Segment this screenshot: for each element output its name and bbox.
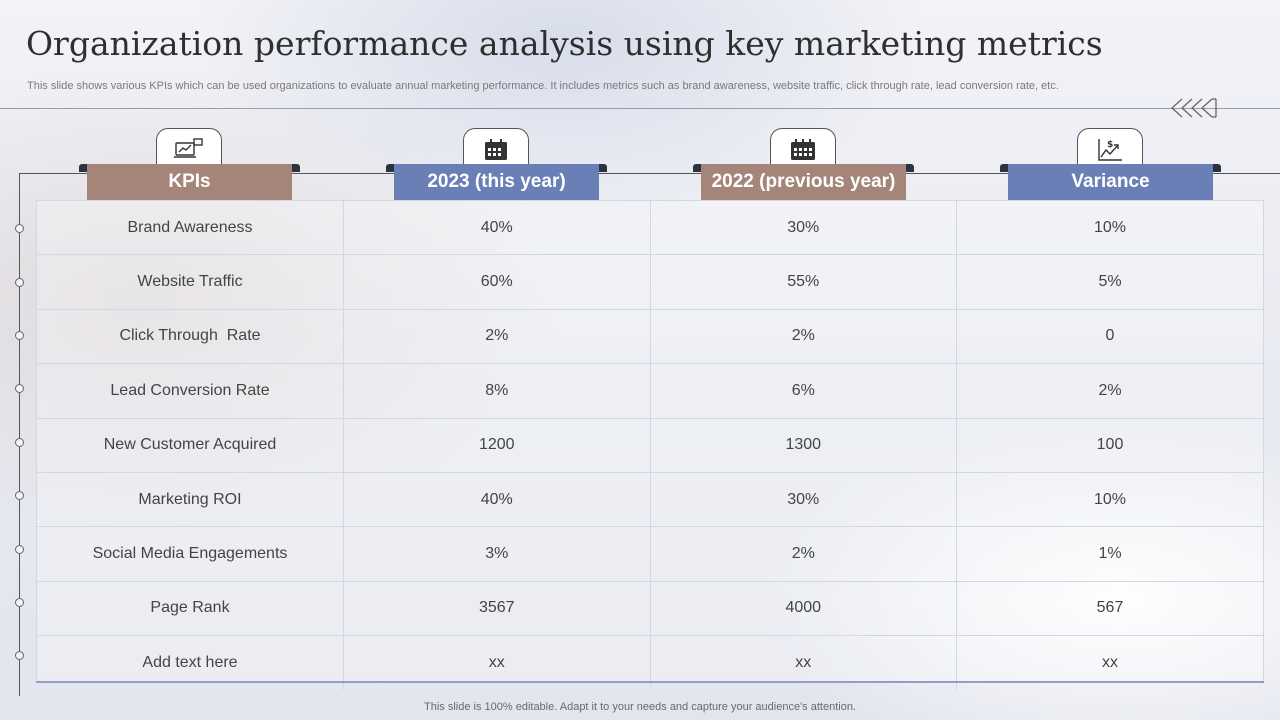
header-rail	[19, 173, 1280, 174]
timeline-node	[15, 224, 24, 233]
kpi-header-icon-tab	[156, 128, 222, 168]
value-2023-cell: 1200	[343, 418, 651, 473]
timeline-rail	[19, 173, 20, 696]
kpi-cell: Social Media Engagements	[37, 526, 344, 582]
value-2023-cell: 2%	[343, 309, 651, 365]
page-subtitle: This slide shows various KPIs which can …	[27, 80, 1059, 92]
kpi-cell: Page Rank	[37, 581, 344, 637]
variance-cell: 5%	[956, 254, 1263, 310]
column-header-variance: Variance	[1008, 164, 1213, 200]
table-row: Click Through Rate 2% 2% 0	[37, 309, 1263, 365]
value-2023-cell: 3%	[343, 526, 651, 582]
table-bottom-rule	[36, 681, 1264, 683]
value-2023-cell: 40%	[343, 472, 651, 528]
kpi-cell: New Customer Acquired	[37, 418, 344, 473]
value-2022-cell: 1300	[650, 418, 957, 473]
timeline-node	[15, 598, 24, 607]
column-header-2022: 2022 (previous year)	[701, 164, 906, 200]
value-2022-cell: 30%	[650, 472, 957, 528]
value-2023-cell: 3567	[343, 581, 651, 637]
table-row: Page Rank 3567 4000 567	[37, 581, 1263, 637]
value-2022-cell: 2%	[650, 309, 957, 365]
value-2023-cell: xx	[343, 635, 651, 690]
kpi-table: Brand Awareness 40% 30% 10% Website Traf…	[36, 200, 1264, 690]
table-row: Social Media Engagements 3% 2% 1%	[37, 526, 1263, 582]
value-2023-cell: 8%	[343, 363, 651, 419]
kpi-cell: Website Traffic	[37, 254, 344, 310]
value-2022-cell: 55%	[650, 254, 957, 310]
title-divider	[0, 108, 1280, 109]
kpi-cell: Click Through Rate	[37, 309, 344, 365]
timeline-node	[15, 545, 24, 554]
kpi-cell: Marketing ROI	[37, 472, 344, 528]
timeline-node	[15, 651, 24, 660]
column-header-kpis: KPIs	[87, 164, 292, 200]
table-row: Brand Awareness 40% 30% 10%	[37, 201, 1263, 256]
timeline-node	[15, 331, 24, 340]
footer-note: This slide is 100% editable. Adapt it to…	[424, 701, 856, 713]
calendar-icon	[485, 139, 507, 160]
variance-cell: 100	[956, 418, 1263, 473]
kpi-cell: Lead Conversion Rate	[37, 363, 344, 419]
variance-cell: 10%	[956, 472, 1263, 528]
value-2023-cell: 60%	[343, 254, 651, 310]
dollar-growth-chart-icon: $	[1098, 139, 1122, 161]
page-title: Organization performance analysis using …	[26, 24, 1103, 63]
value-2022-cell: 4000	[650, 581, 957, 637]
value-2022-cell: xx	[650, 635, 957, 690]
chevrons-left-icon	[1171, 98, 1217, 118]
timeline-node	[15, 384, 24, 393]
variance-cell: 2%	[956, 363, 1263, 419]
table-row: Lead Conversion Rate 8% 6% 2%	[37, 363, 1263, 419]
variance-cell: 1%	[956, 526, 1263, 582]
variance-cell: 567	[956, 581, 1263, 637]
monitor-chart-icon	[174, 138, 203, 158]
timeline-node	[15, 438, 24, 447]
variance-header-icon-tab: $	[1077, 128, 1143, 168]
value-2022-cell: 2%	[650, 526, 957, 582]
variance-cell: xx	[1102, 653, 1118, 671]
timeline-node	[15, 278, 24, 287]
kpi-cell: Brand Awareness	[37, 201, 344, 256]
kpi-cell: Add text here	[37, 635, 344, 690]
table-row: Marketing ROI 40% 30% 10%	[37, 472, 1263, 528]
variance-cell: 10%	[956, 201, 1263, 256]
svg-text:$: $	[1107, 140, 1113, 150]
column-header-2023: 2023 (this year)	[394, 164, 599, 200]
table-row: New Customer Acquired 1200 1300 100	[37, 418, 1263, 473]
value-2022-cell: 30%	[650, 201, 957, 256]
calendar-icon	[791, 139, 815, 160]
year-2023-header-icon-tab	[463, 128, 529, 168]
timeline-node	[15, 491, 24, 500]
value-2023-cell: 40%	[343, 201, 651, 256]
variance-cell: 0	[956, 309, 1263, 365]
value-2022-cell: 6%	[650, 363, 957, 419]
year-2022-header-icon-tab	[770, 128, 836, 168]
table-row: Add text here xx xx xx	[37, 635, 1263, 690]
table-row: Website Traffic 60% 55% 5%	[37, 254, 1263, 310]
